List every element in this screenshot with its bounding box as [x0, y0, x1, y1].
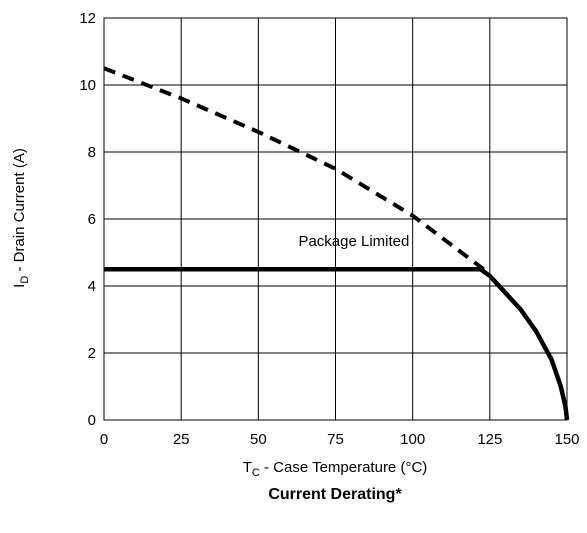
x-axis-label: TC - Case Temperature (°C): [243, 459, 428, 479]
x-axis-label-rest: - Case Temperature (°C): [260, 459, 427, 476]
y-tick-labels: 0 2 4 6 8 10 12: [79, 10, 96, 429]
x-axis-label-sub: C: [252, 467, 260, 479]
x-tick-labels: 0 25 50 75 100 125 150: [100, 431, 580, 448]
y-axis-label: ID - Drain Current (A): [11, 148, 31, 288]
x-tick-label: 150: [554, 431, 579, 448]
annotations: Package Limited: [298, 233, 409, 250]
solid-derating-curve: [104, 267, 570, 421]
y-axis-label-main: I: [11, 284, 28, 288]
x-tick-label: 25: [173, 431, 190, 448]
x-tick-label: 100: [400, 431, 425, 448]
y-tick-label: 6: [88, 211, 96, 228]
x-tick-label: 0: [100, 431, 108, 448]
plot-frame: [103, 17, 568, 421]
y-tick-label: 2: [88, 345, 96, 362]
y-tick-label: 10: [79, 77, 96, 94]
grid-lines: [103, 17, 568, 421]
annotation-label: Package Limited: [298, 233, 409, 250]
x-tick-label: 50: [250, 431, 267, 448]
x-tick-label: 75: [327, 431, 344, 448]
x-axis-label-main: T: [243, 459, 252, 476]
y-tick-label: 4: [88, 278, 96, 295]
y-axis-label-rest: - Drain Current (A): [11, 148, 28, 276]
y-tick-label: 0: [88, 412, 96, 429]
dashed-derating-curve: [103, 66, 485, 271]
x-tick-label: 125: [477, 431, 502, 448]
y-tick-label: 8: [88, 144, 96, 161]
data-series: [103, 66, 570, 421]
chart-title: Current Derating*: [268, 486, 402, 503]
y-tick-label: 12: [79, 10, 96, 27]
y-axis-label-sub: D: [19, 276, 31, 284]
